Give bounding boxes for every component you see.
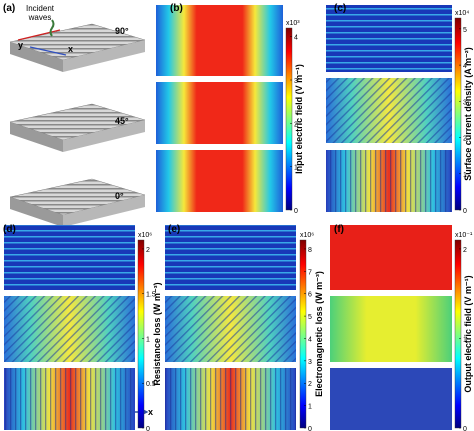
- colorbar-tick-label: 0: [294, 208, 298, 215]
- axis-label: y: [18, 40, 23, 50]
- slab-0: [9, 178, 146, 227]
- field-map: [156, 5, 283, 76]
- colorbar-title: Electromagnetic loss (W m⁻³): [314, 271, 324, 397]
- field-map: [165, 225, 296, 290]
- angle-label: 0°: [115, 191, 124, 201]
- panel-label: (c): [334, 3, 346, 14]
- field-map: [330, 225, 452, 290]
- colorbar-tick-label: 2: [463, 247, 467, 254]
- slab-45: [9, 103, 146, 152]
- colorbar-tick-label: 1: [463, 172, 467, 179]
- field-map: [4, 296, 135, 362]
- colorbar-multiplier: x10⁶: [300, 232, 314, 239]
- field-map: [4, 225, 135, 290]
- colorbar: [454, 239, 462, 429]
- colorbar-tick-label: 3: [463, 99, 467, 106]
- colorbar-multiplier: x10⁴: [455, 10, 469, 17]
- colorbar-tick-label: 6: [308, 292, 312, 299]
- axis-label: x: [148, 407, 153, 417]
- colorbar-tick-label: 0: [463, 208, 467, 215]
- colorbar-tick-label: 4: [463, 63, 467, 70]
- colorbar-tick-label: 5: [463, 27, 467, 34]
- colorbar-tick-label: 0: [463, 426, 467, 431]
- panel-label: (b): [170, 3, 183, 14]
- field-map: [330, 368, 452, 430]
- annotation: waves: [28, 13, 52, 22]
- colorbar-tick-label: 2: [294, 121, 298, 128]
- field-map: [330, 296, 452, 362]
- wave-arrow: [49, 19, 55, 37]
- colorbar-tick-label: 0: [308, 426, 312, 431]
- panel-label: (e): [168, 224, 180, 235]
- field-map: [326, 5, 452, 72]
- colorbar-tick-label: 0.5: [146, 381, 156, 388]
- colorbar-multiplier: x10⁶: [138, 232, 152, 239]
- angle-label: 90°: [115, 26, 129, 36]
- colorbar-tick-label: 1: [308, 404, 312, 411]
- field-map: [326, 78, 452, 143]
- colorbar-tick-label: 2: [463, 136, 467, 143]
- colorbar-tick-label: 2: [308, 381, 312, 388]
- colorbar-tick-label: 5: [308, 314, 312, 321]
- panel-label: (d): [3, 224, 16, 235]
- angle-label: 45°: [115, 116, 129, 126]
- colorbar-tick-label: 4: [308, 336, 312, 343]
- field-map: [165, 296, 296, 362]
- colorbar-tick-label: 1: [146, 336, 150, 343]
- colorbar-multiplier: x10³: [286, 20, 300, 27]
- colorbar: [454, 17, 462, 211]
- colorbar-tick-label: 1.5: [146, 292, 156, 299]
- colorbar-title: Resistance loss (W m⁻³): [152, 282, 162, 385]
- panel-label: (f): [334, 224, 344, 235]
- colorbar: [137, 239, 145, 429]
- panel-a: [9, 19, 149, 417]
- colorbar-title: Output electric field (V m⁻¹): [463, 275, 473, 392]
- colorbar-title: Surface current density (A m⁻²): [463, 47, 473, 180]
- axis-label: x: [68, 44, 73, 54]
- colorbar-tick-label: 4: [294, 35, 298, 42]
- colorbar-tick-label: 7: [308, 269, 312, 276]
- field-map: [165, 368, 296, 430]
- field-map: [156, 82, 283, 144]
- colorbar-tick-label: 1: [463, 336, 467, 343]
- field-map: [326, 150, 452, 212]
- colorbar-tick-label: 8: [308, 247, 312, 254]
- field-map: [4, 368, 135, 430]
- colorbar-tick-label: 1: [294, 165, 298, 172]
- colorbar-tick-label: 2: [146, 247, 150, 254]
- colorbar-tick-label: 3: [308, 359, 312, 366]
- colorbar-tick-label: 3: [294, 78, 298, 85]
- colorbar-title: Input electric field (V m⁻¹): [294, 64, 304, 174]
- slab-90: [9, 23, 146, 72]
- colorbar: [299, 239, 307, 429]
- panel-label: (a): [3, 3, 15, 14]
- colorbar-tick-label: 0: [146, 426, 150, 431]
- field-map: [156, 150, 283, 212]
- colorbar: [285, 27, 293, 211]
- colorbar-multiplier: x10⁻¹: [455, 232, 473, 239]
- annotation: Incident: [26, 4, 55, 13]
